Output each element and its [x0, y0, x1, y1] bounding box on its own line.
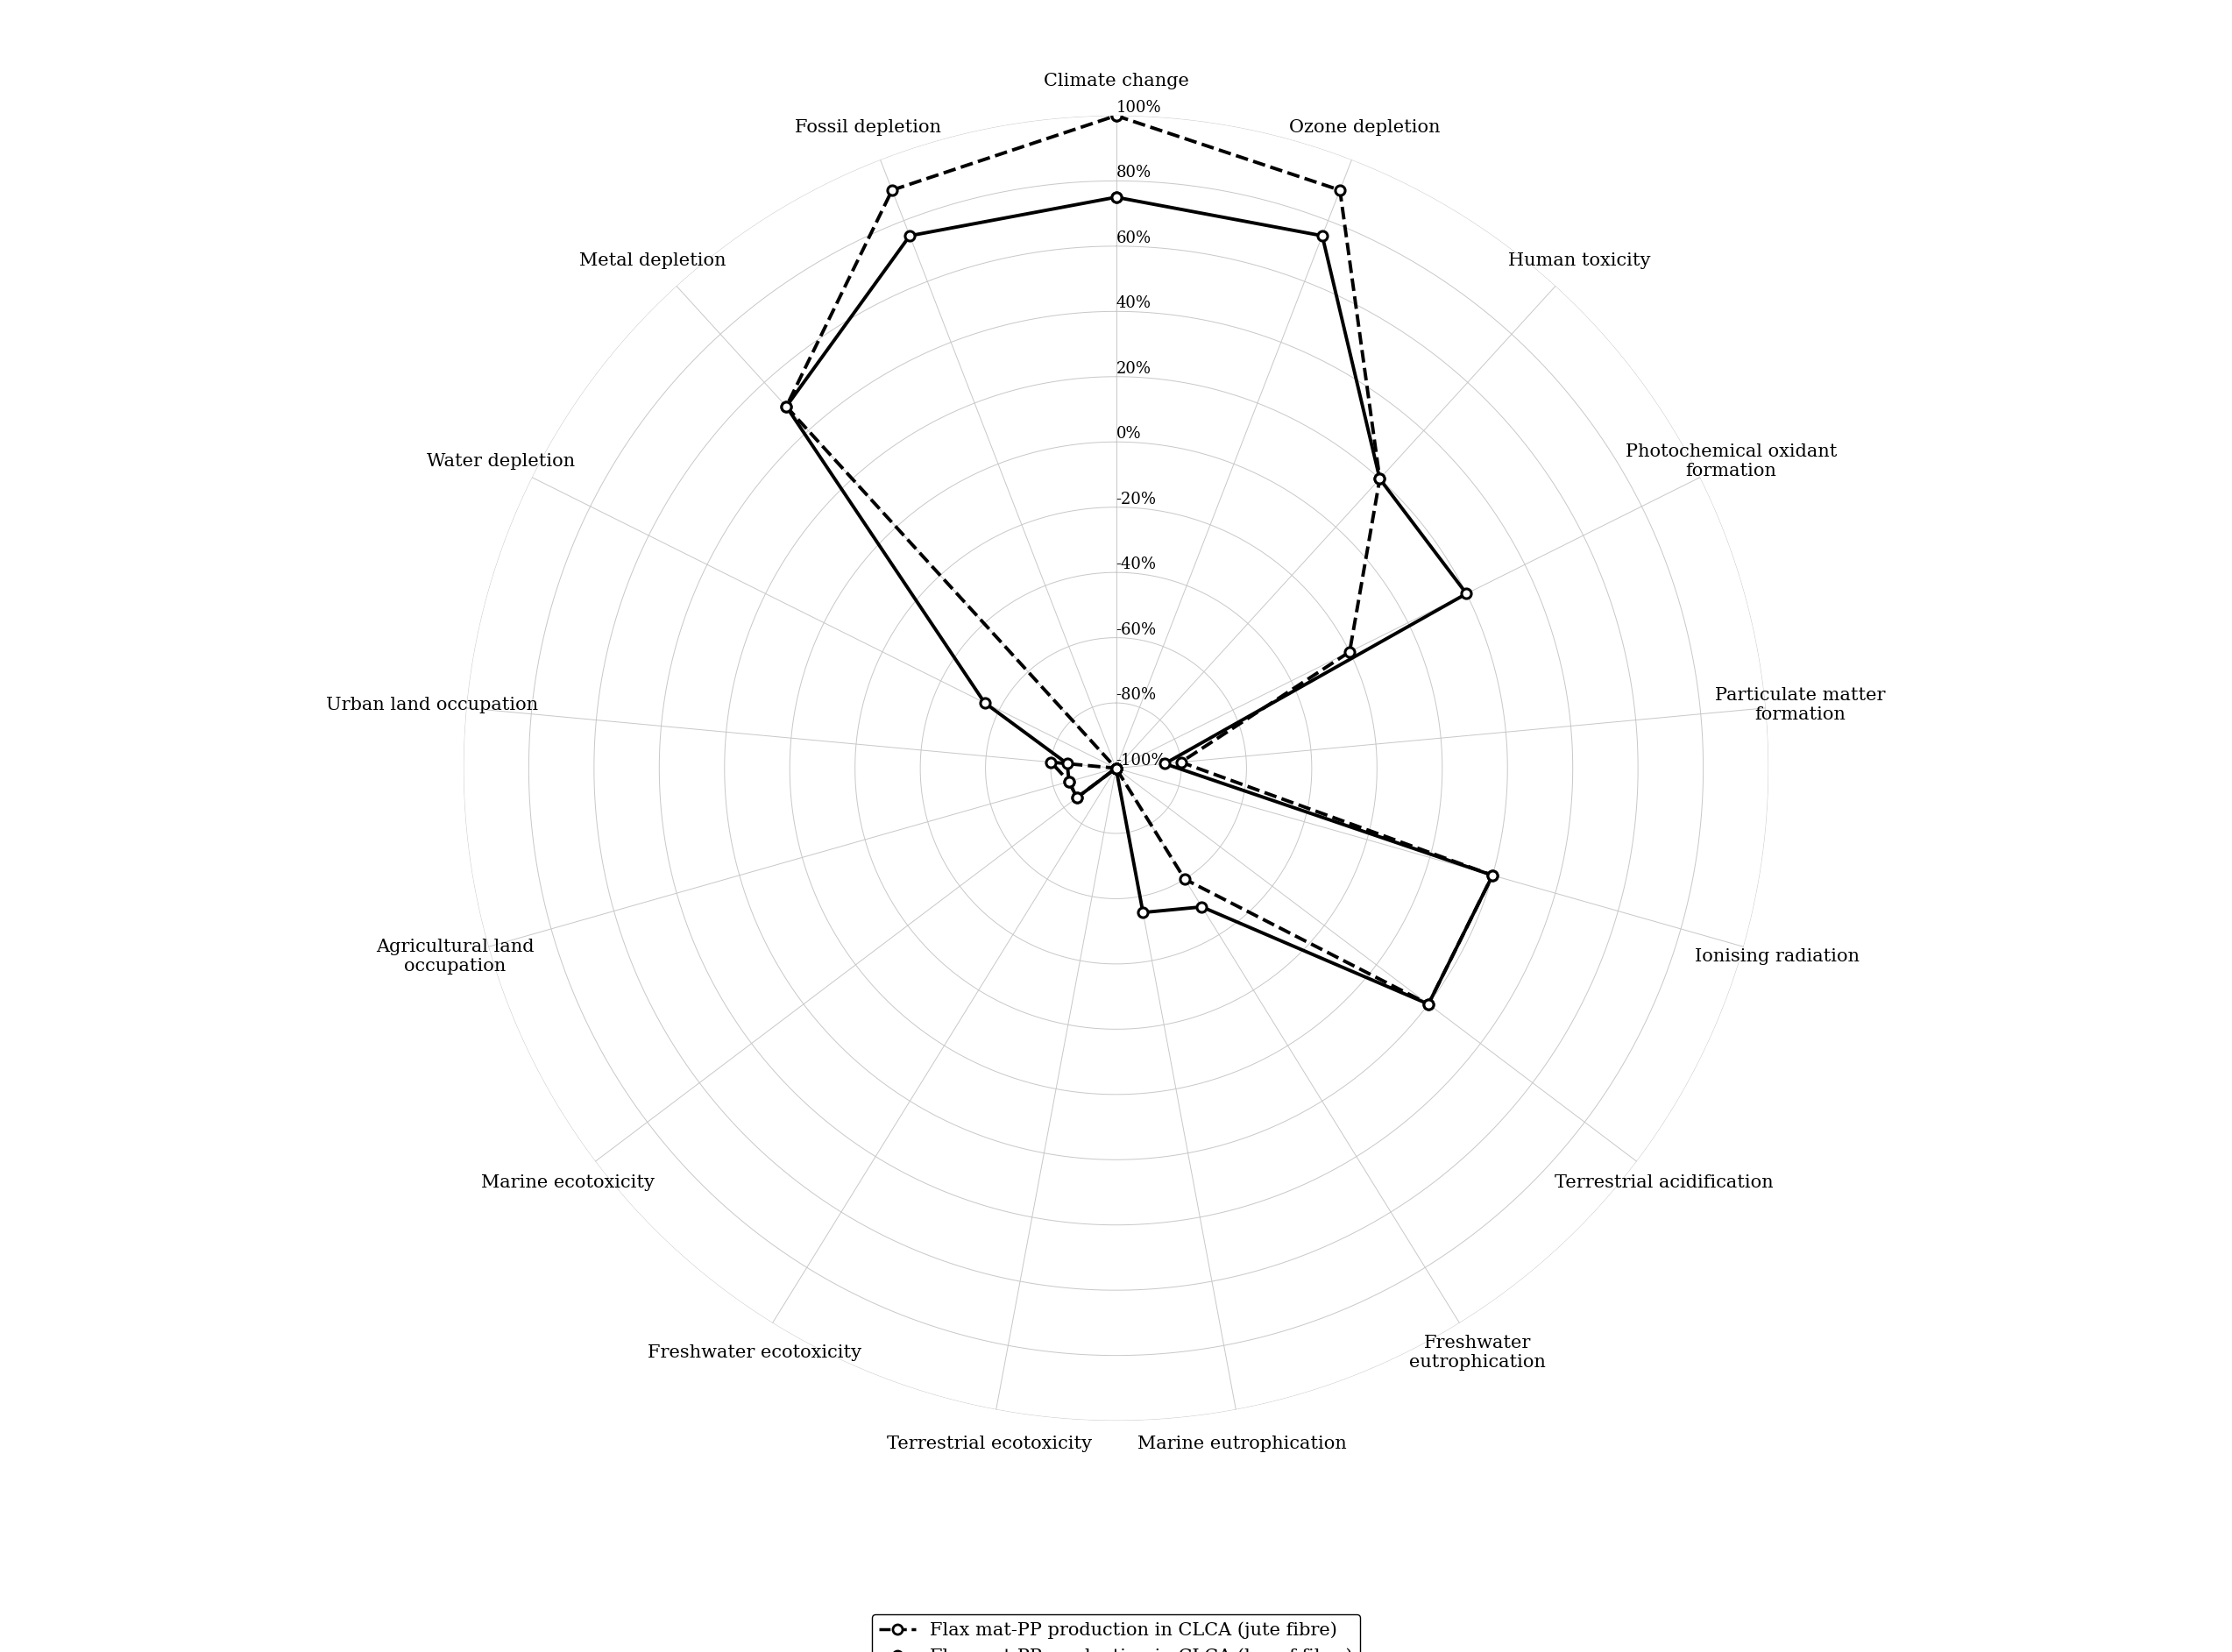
- Legend: Flax mat-PP production in CLCA (jute fibre), Flax mat-PP production in CLCA (ken: Flax mat-PP production in CLCA (jute fib…: [873, 1614, 1359, 1652]
